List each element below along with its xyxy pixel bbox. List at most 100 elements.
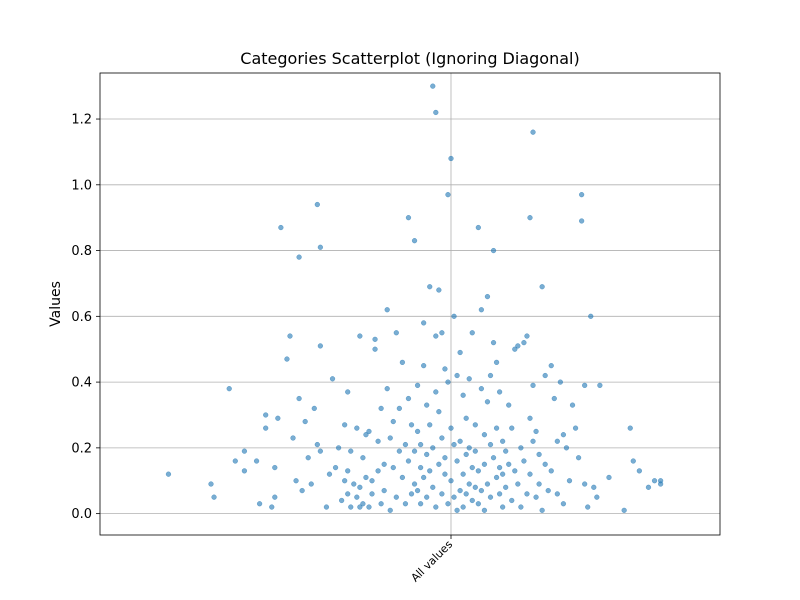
data-point [527,215,533,221]
data-point [487,441,494,448]
data-point [448,478,454,484]
data-point [405,215,412,221]
data-point [269,504,275,510]
data-point [484,481,491,487]
data-point [454,372,460,379]
data-point [226,386,232,392]
data-point [560,501,567,507]
data-point [302,418,308,425]
plot-frame [99,72,721,536]
data-point [275,415,281,421]
data-point [366,504,372,510]
data-point [518,445,524,451]
y-axis-label: Values [48,281,64,327]
y-tick-label: 0.6 [71,310,92,325]
data-point [390,418,396,425]
data-point [572,425,579,431]
data-point [439,491,445,497]
data-point [284,356,290,362]
data-point [424,451,430,458]
data-point [454,507,460,513]
data-point [332,464,339,471]
y-tick-label: 0.4 [71,376,92,391]
data-point [490,455,497,461]
data-point [469,330,475,336]
y-tick-label: 0.2 [71,441,92,456]
data-point [645,484,652,490]
data-point [293,478,299,484]
data-point [253,458,260,464]
data-point [445,192,451,198]
data-point [430,484,436,490]
data-point [436,409,442,415]
data-point [256,501,263,507]
data-point [588,313,594,319]
data-point [348,448,354,454]
data-point [527,471,533,477]
data-point [533,494,539,500]
data-point [357,484,363,490]
data-point [417,501,424,507]
data-point [345,491,351,497]
data-point [345,389,351,395]
points-layer [165,83,664,513]
data-point [381,461,387,467]
data-point [545,487,551,494]
data-point [466,481,472,487]
data-point [411,481,418,487]
data-point [627,425,633,431]
data-point [460,504,466,510]
data-point [578,192,585,198]
data-point [591,484,597,490]
data-point [354,425,360,431]
data-point [414,382,421,389]
data-point [597,382,603,389]
data-point [335,445,342,451]
data-point [585,504,591,510]
data-point [469,464,475,471]
data-point [421,320,427,326]
data-point [348,504,354,510]
data-point [411,448,418,454]
data-point [305,455,311,461]
data-point [427,284,433,290]
data-point [487,494,494,500]
data-point [363,432,369,438]
data-point [384,307,390,313]
data-point [354,494,360,500]
data-point [448,425,454,431]
data-point [439,435,445,441]
data-point [484,399,491,405]
data-point [636,468,643,474]
data-point [433,333,439,339]
data-point [527,415,533,421]
data-point [399,474,406,481]
data-point [651,478,658,484]
data-point [524,491,530,497]
data-point [554,438,560,444]
data-point [411,238,418,244]
data-point [509,497,515,504]
data-point [451,313,457,319]
data-point [503,484,509,490]
data-point [475,224,481,231]
data-point [402,441,409,448]
data-point [536,451,542,458]
data-point [381,487,387,494]
data-point [551,395,557,402]
x-tick-label: All values [409,538,456,585]
data-point [393,330,399,336]
data-point [454,458,460,464]
data-point [433,109,439,116]
data-point [539,284,545,290]
data-point [378,405,384,412]
data-point [451,494,457,500]
data-point [430,445,436,451]
data-point [375,468,381,474]
data-point [414,487,421,494]
data-point [487,372,494,379]
chart-title: Categories Scatterplot (Ignoring Diagona… [240,49,579,68]
data-point [436,287,442,293]
data-point [287,333,293,339]
